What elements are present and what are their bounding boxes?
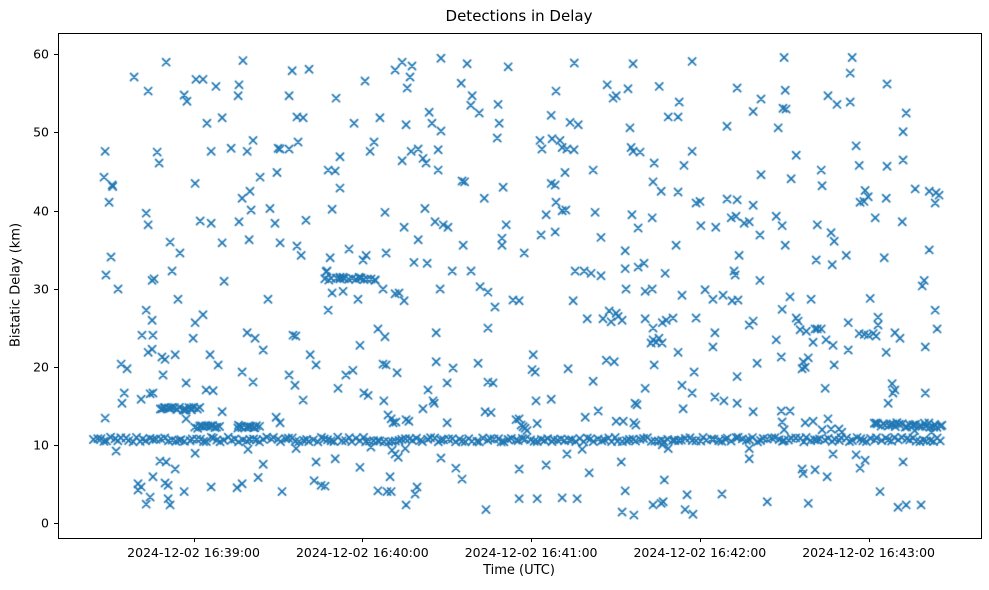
y-tick-label: 10 xyxy=(33,437,49,453)
y-tick xyxy=(54,288,58,290)
x-tick xyxy=(362,538,364,542)
y-tick xyxy=(54,132,58,134)
x-tick-label: 2024-12-02 16:42:00 xyxy=(633,545,767,560)
x-axis-label: Time (UTC) xyxy=(483,563,555,578)
x-tick-label: 2024-12-02 16:39:00 xyxy=(127,545,260,560)
y-tick xyxy=(54,210,58,212)
y-tick xyxy=(54,54,58,56)
x-tick-label: 2024-12-02 16:41:00 xyxy=(464,545,598,560)
x-tick xyxy=(868,538,870,542)
x-tick-label: 2024-12-02 16:40:00 xyxy=(295,545,429,560)
scatter-canvas xyxy=(58,33,981,538)
y-tick-label: 40 xyxy=(33,203,49,219)
y-tick xyxy=(54,367,58,369)
x-tick xyxy=(531,538,533,542)
y-tick-label: 60 xyxy=(33,46,49,62)
plot-area xyxy=(57,32,982,539)
y-axis-label: Bistatic Delay (km) xyxy=(8,222,24,348)
x-tick xyxy=(193,538,195,542)
chart-title: Detections in Delay xyxy=(445,7,593,25)
y-tick xyxy=(54,445,58,447)
x-tick xyxy=(699,538,701,542)
x-tick-label: 2024-12-02 16:43:00 xyxy=(802,545,935,560)
y-tick-label: 20 xyxy=(33,359,49,375)
y-tick xyxy=(54,523,58,525)
y-tick-label: 30 xyxy=(33,281,49,297)
y-tick-label: 50 xyxy=(33,124,49,140)
y-tick-label: 0 xyxy=(41,515,49,531)
